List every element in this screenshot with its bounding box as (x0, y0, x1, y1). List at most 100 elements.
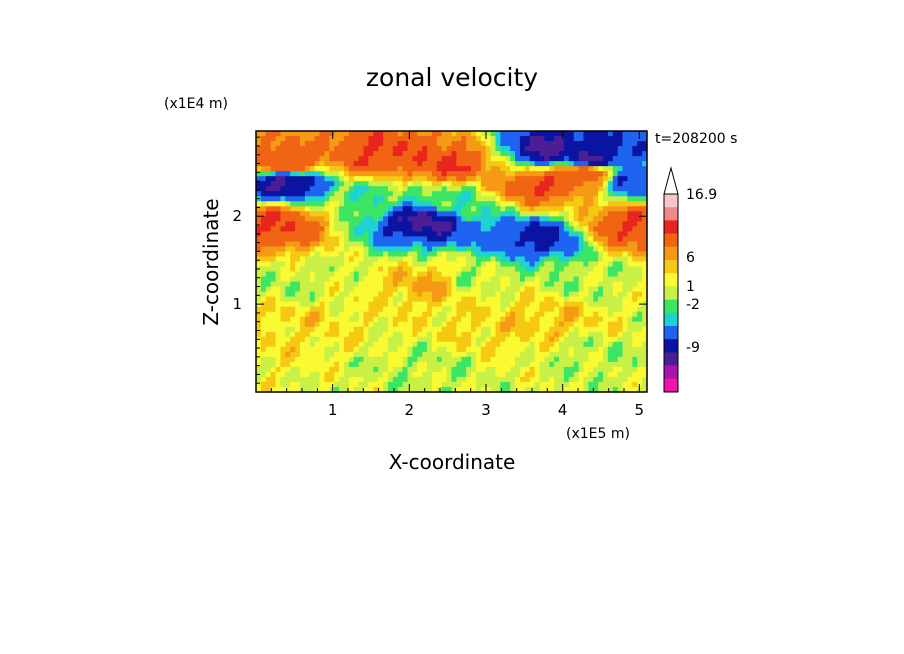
contour-cell (563, 196, 570, 202)
contour-cell (524, 216, 531, 222)
contour-cell (358, 301, 364, 308)
contour-cell (290, 286, 296, 293)
contour-cell (285, 171, 291, 177)
contour-cell (314, 161, 320, 167)
contour-cell (329, 156, 335, 162)
contour-cell (554, 186, 560, 192)
contour-cell (431, 261, 438, 267)
contour-cell (534, 376, 540, 383)
contour-cell (603, 196, 609, 202)
contour-cell (539, 356, 545, 363)
contour-cell (573, 256, 579, 262)
contour-cell (505, 321, 511, 328)
contour-cell (417, 286, 423, 293)
contour-cell (348, 246, 355, 252)
contour-cell (358, 151, 364, 157)
contour-cell (304, 301, 311, 308)
contour-cell (466, 246, 472, 252)
contour-cell (485, 196, 491, 202)
contour-cell (358, 351, 364, 358)
contour-cell (593, 341, 599, 348)
contour-cell (363, 351, 369, 358)
contour-cell (534, 191, 540, 197)
contour-cell (285, 251, 291, 257)
contour-cell (402, 371, 408, 378)
contour-cell (471, 296, 477, 303)
contour-cell (617, 186, 623, 192)
contour-cell (378, 256, 384, 262)
contour-cell (603, 356, 609, 363)
contour-cell (383, 131, 389, 137)
contour-cell (260, 201, 267, 207)
contour-cell (544, 236, 550, 242)
contour-cell (554, 371, 560, 378)
contour-cell (637, 201, 643, 207)
contour-cell (578, 136, 584, 142)
contour-cell (559, 301, 565, 308)
contour-cell (373, 281, 379, 287)
contour-cell (368, 321, 374, 328)
contour-cell (383, 176, 389, 182)
contour-cell (368, 211, 374, 217)
contour-cell (622, 231, 628, 237)
contour-cell (397, 251, 404, 257)
contour-cell (314, 221, 320, 227)
contour-cell (485, 361, 491, 368)
contour-cell (353, 321, 360, 328)
contour-cell (461, 346, 467, 353)
contour-cell (446, 176, 452, 182)
contour-cell (441, 156, 448, 162)
contour-cell (275, 166, 281, 172)
contour-cell (480, 186, 487, 192)
contour-cell (637, 141, 643, 147)
contour-cell (397, 161, 404, 167)
contour-cell (304, 181, 311, 187)
contour-cell (456, 256, 462, 262)
contour-cell (456, 161, 462, 167)
contour-cell (368, 206, 374, 212)
contour-cell (519, 346, 526, 353)
contour-cell (324, 306, 330, 313)
contour-cell (632, 206, 638, 212)
contour-cell (383, 181, 389, 187)
contour-cell (353, 346, 360, 353)
contour-cell (392, 201, 399, 207)
contour-cell (422, 151, 428, 157)
contour-cell (539, 271, 545, 277)
contour-cell (583, 131, 589, 137)
contour-cell (583, 206, 589, 212)
contour-cell (593, 221, 599, 227)
contour-cell (334, 186, 340, 192)
contour-cell (363, 341, 369, 348)
contour-cell (358, 171, 364, 177)
contour-cell (642, 146, 648, 152)
contour-cell (475, 166, 482, 172)
contour-cell (539, 386, 545, 393)
contour-cell (461, 336, 467, 343)
contour-cell (627, 141, 633, 147)
contour-cell (524, 176, 531, 182)
contour-cell (598, 251, 604, 257)
contour-cell (309, 236, 316, 242)
contour-cell (588, 246, 594, 252)
contour-cell (275, 191, 281, 197)
contour-cell (412, 326, 418, 333)
contour-cell (500, 256, 506, 262)
contour-cell (314, 316, 320, 323)
contour-cell (363, 386, 369, 393)
contour-cell (534, 201, 540, 207)
contour-cell (598, 356, 604, 363)
contour-cell (363, 231, 369, 237)
contour-cell (475, 186, 482, 192)
contour-cell (270, 241, 276, 247)
contour-cell (402, 311, 408, 318)
contour-cell (475, 191, 482, 197)
x-tick-label: 5 (635, 401, 645, 419)
contour-cell (451, 216, 457, 222)
contour-cell (583, 261, 589, 267)
contour-cell (642, 346, 648, 353)
contour-cell (539, 316, 545, 323)
colorbar-frame (663, 193, 679, 393)
contour-cell (378, 376, 384, 383)
contour-cell (309, 241, 316, 247)
